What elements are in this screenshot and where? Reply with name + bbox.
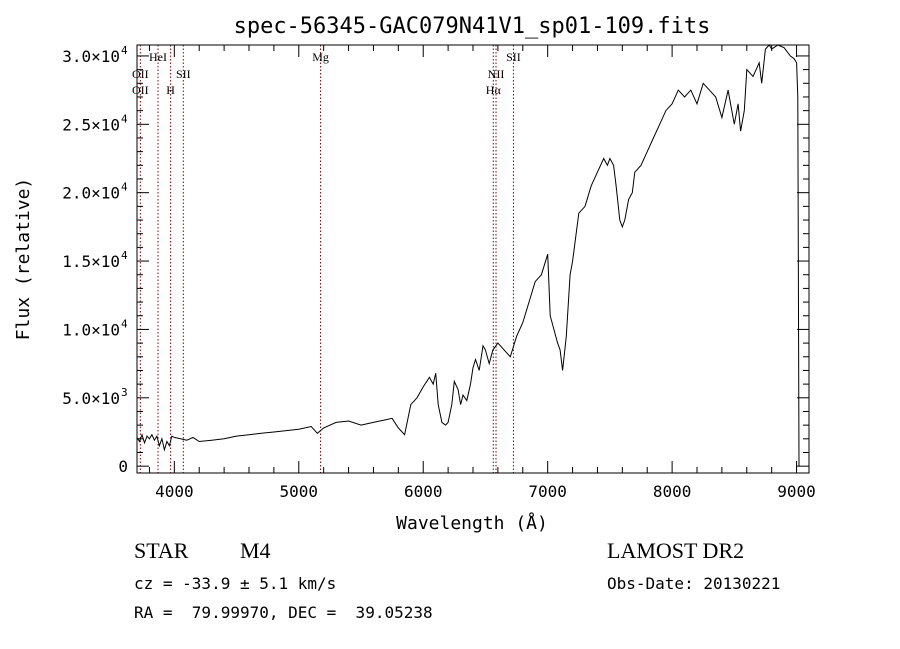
x-tick-label: 8000 (653, 482, 692, 501)
y-tick-label: 0 (118, 457, 128, 476)
spectral-line-label: SII (506, 50, 521, 64)
spectral-line-label-hei: HeI (149, 50, 167, 64)
y-tick-exponent: 4 (121, 112, 128, 125)
object-subclass: M4 (240, 538, 271, 563)
spectral-line-label: Mg (312, 50, 329, 64)
spectrum-series-line (136, 44, 800, 467)
y-tick-label: 2.0×10 (62, 184, 120, 203)
x-tick-label: 6000 (404, 482, 443, 501)
y-tick-label: 1.0×10 (62, 320, 120, 339)
object-class: STAR (134, 538, 189, 563)
x-tick-label: 4000 (155, 482, 194, 501)
y-tick-exponent: 3 (121, 386, 128, 399)
x-tick-label: 7000 (528, 482, 567, 501)
spectral-line-label: H (166, 83, 175, 97)
y-tick-exponent: 4 (121, 44, 128, 57)
spectral-line-label: Hα (486, 83, 502, 97)
plot-frame (136, 44, 810, 474)
spectral-line-label: OII (132, 83, 149, 97)
survey-name: LAMOST DR2 (607, 538, 745, 563)
y-tick-exponent: 4 (121, 317, 128, 330)
spectral-line-label: NII (488, 67, 505, 81)
y-tick-label: 1.5×10 (62, 252, 120, 271)
chart-title: spec-56345-GAC079N41V1_sp01-109.fits (234, 14, 711, 39)
spectral-line-label: SII (176, 67, 191, 81)
obs-date: Obs-Date: 20130221 (607, 574, 781, 593)
y-tick-label: 2.5×10 (62, 115, 120, 134)
y-axis-label: Flux (relative) (13, 178, 34, 341)
y-tick-exponent: 4 (121, 181, 128, 194)
redshift-text: cz = -33.9 ± 5.1 km/s (134, 574, 337, 593)
y-tick-label: 5.0×10 (62, 389, 120, 408)
coordinates: RA = 79.99970, DEC = 39.05238 (134, 603, 433, 622)
spectral-line-label: OII (132, 67, 149, 81)
y-tick-label: 3.0×10 (62, 47, 120, 66)
x-tick-label: 5000 (280, 482, 319, 501)
x-axis-label: Wavelength (Å) (396, 512, 548, 534)
x-tick-label: 9000 (777, 482, 816, 501)
y-tick-exponent: 4 (121, 249, 128, 262)
